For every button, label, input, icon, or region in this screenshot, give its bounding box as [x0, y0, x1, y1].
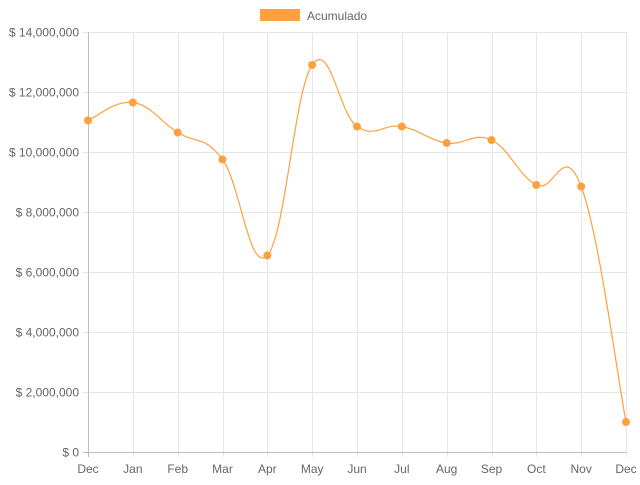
data-point[interactable]: [442, 139, 451, 147]
data-point[interactable]: [532, 181, 541, 189]
x-tick-label: Oct: [527, 462, 546, 476]
y-axis-tick-labels: $ 0 $ 2,000,000 $ 4,000,000 $ 6,000,000 $ 8,…: [9, 26, 79, 460]
x-tick-label: Feb: [167, 462, 188, 476]
data-point[interactable]: [308, 61, 317, 69]
y-tick-label: $ 14,000,000: [9, 26, 79, 40]
y-tick-label: $ 4,000,000: [16, 326, 80, 340]
x-tick-label: Dec: [615, 462, 636, 476]
y-tick-label: $ 2,000,000: [16, 386, 80, 400]
data-point[interactable]: [218, 155, 227, 164]
data-point[interactable]: [487, 136, 496, 144]
x-tick-label: Jan: [123, 462, 142, 476]
legend-label-acumulado[interactable]: Acumulado: [307, 9, 367, 23]
legend-swatch-acumulado[interactable]: [260, 9, 300, 21]
x-tick-label: Sep: [481, 462, 503, 476]
x-tick-label: Jul: [394, 462, 409, 476]
data-point[interactable]: [84, 116, 92, 125]
series-line-acumulado: [87, 59, 627, 423]
data-point[interactable]: [173, 128, 182, 137]
x-tick-label: May: [301, 462, 324, 476]
data-point[interactable]: [397, 122, 406, 131]
x-tick-label: Jun: [347, 462, 366, 476]
y-tick-label: $ 12,000,000: [9, 86, 79, 100]
y-tick-label: $ 10,000,000: [9, 146, 79, 160]
data-point[interactable]: [263, 251, 272, 260]
legend[interactable]: Acumulado: [260, 9, 367, 23]
y-tick-label: $ 0: [62, 446, 79, 460]
x-tick-label: Nov: [570, 462, 591, 476]
axes: [83, 32, 626, 457]
y-tick-label: $ 8,000,000: [16, 206, 80, 220]
x-tick-label: Mar: [212, 462, 233, 476]
grid-lines: [83, 32, 627, 457]
data-point[interactable]: [622, 418, 630, 426]
series-lines: [87, 59, 627, 423]
data-point[interactable]: [128, 98, 137, 107]
x-tick-label: Apr: [258, 462, 277, 476]
x-tick-label: Dec: [77, 462, 98, 476]
data-point[interactable]: [353, 122, 361, 131]
y-tick-label: $ 6,000,000: [16, 266, 80, 280]
series-points: [84, 61, 630, 426]
data-point[interactable]: [577, 182, 586, 191]
x-tick-label: Aug: [436, 462, 457, 476]
x-axis-tick-labels: Dec Jan Feb Mar Apr May Jun Jul Aug Sep Oct Nov Dec: [77, 462, 636, 476]
